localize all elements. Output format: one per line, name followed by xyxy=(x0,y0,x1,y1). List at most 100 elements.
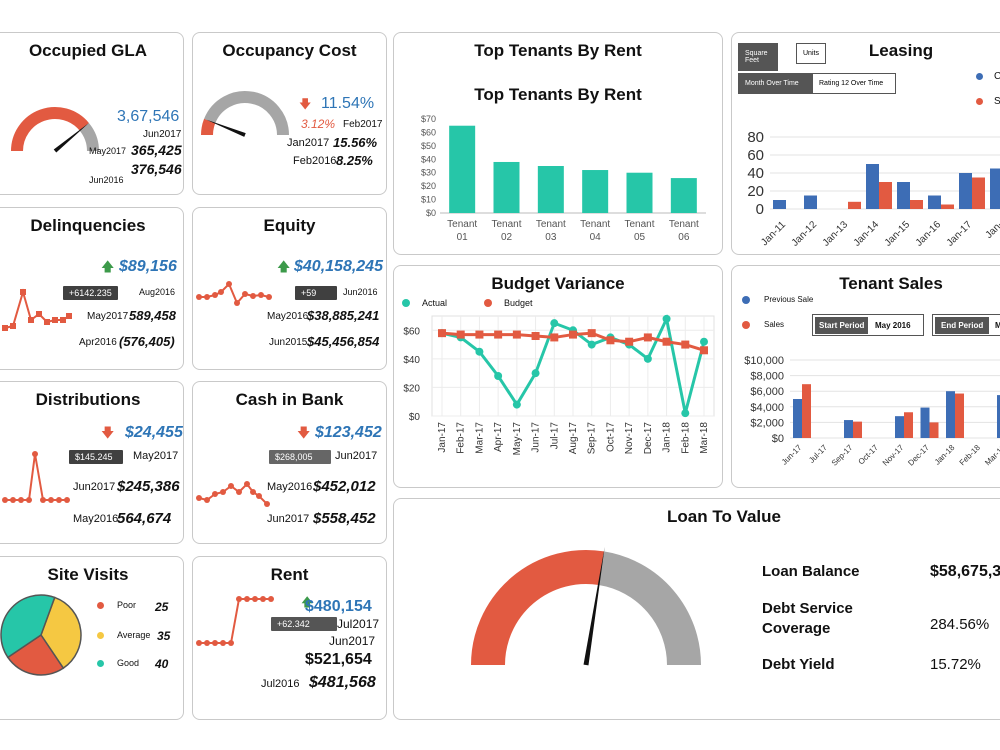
bar xyxy=(955,393,964,438)
cash-in-bank-sparkline xyxy=(196,481,270,507)
bar xyxy=(928,195,941,209)
occupied-gla-card: Occupied GLA 3,67,546 Jun2017 Jun2016 Ma… xyxy=(0,32,184,195)
x-tick-label: Tenant xyxy=(580,219,610,230)
x-tick-label: Feb-18 xyxy=(958,443,983,468)
actual-point xyxy=(700,337,708,346)
y-tick-label: $8,000 xyxy=(750,371,784,383)
rent-sub: Jun2017 xyxy=(329,634,376,648)
bar xyxy=(853,421,862,438)
distributions-row1-label: Jun2017 xyxy=(73,481,116,493)
occupied-gla-row2-value: 376,546 xyxy=(131,161,182,177)
occupied-gla-sub: Jun2017 xyxy=(143,129,182,140)
sparkline-point xyxy=(196,294,202,300)
bar xyxy=(997,395,1000,438)
y-tick-label: $40 xyxy=(421,154,436,164)
y-tick-label: $4,000 xyxy=(750,402,784,414)
bar xyxy=(582,170,609,213)
sparkline-point xyxy=(66,313,72,319)
legend-marker xyxy=(484,299,492,307)
delinquencies-row1-label: May2017 xyxy=(87,311,129,322)
occupied-gla-row2-label: Jun2016 xyxy=(89,175,124,185)
budget-variance-card: Budget Variance Actual Budget $0 $20 $40 $6… xyxy=(393,265,723,488)
pie-slice xyxy=(6,633,65,676)
rent-row2-label: Jul2016 xyxy=(261,678,300,690)
top-tenants-chart: $0 $10 $20 $30 $40 $50 $60 $70 Tenant 01 Tenant 02 T… xyxy=(421,114,706,243)
bar xyxy=(897,182,910,209)
x-tick-label: Jun-17 xyxy=(531,422,542,453)
bar xyxy=(537,166,564,213)
x-tick-label: Jun-17 xyxy=(780,443,804,467)
loan-to-value-title: Loan To Value xyxy=(667,507,781,526)
end-period-picker[interactable]: End Period M xyxy=(932,314,1000,336)
distributions-tag-label: May2017 xyxy=(133,450,179,462)
distributions-tag: $145.245 xyxy=(69,450,123,464)
bar xyxy=(895,416,904,438)
budget-point xyxy=(681,340,690,349)
sparkline-path xyxy=(199,282,270,305)
sparkline-path xyxy=(5,453,67,501)
delinquencies-card: Delinquencies 🡅 $89,156 +6142.235 Aug201… xyxy=(0,207,184,370)
budget-point xyxy=(569,330,577,339)
bar xyxy=(946,391,955,438)
budget-point xyxy=(475,330,484,339)
rent-value: $480,154 xyxy=(305,598,372,615)
actual-point xyxy=(662,314,671,323)
rent-row1-value: $521,654 xyxy=(305,651,372,668)
x-tick-label: Dec-17 xyxy=(643,422,654,455)
delinquencies-tag: +6142.235 xyxy=(63,286,118,300)
bar xyxy=(879,182,892,209)
bar xyxy=(793,399,802,438)
y-tick-label: 40 xyxy=(747,165,764,182)
legend-marker xyxy=(742,296,750,304)
x-tick-label: Tenant xyxy=(536,219,566,230)
occupancy-cost-change: 3.12% xyxy=(301,117,336,131)
top-tenants-chart-title: Top Tenants By Rent xyxy=(474,85,642,104)
sparkline-path xyxy=(198,482,268,505)
actual-point xyxy=(550,319,559,328)
budget-point xyxy=(438,329,446,338)
y-tick-label: $20 xyxy=(403,383,420,394)
x-tick-label: Jul-17 xyxy=(807,443,829,465)
gauge-rest-arc xyxy=(598,551,701,666)
bar xyxy=(929,422,939,438)
tenant-sales-card: Tenant Sales Previous Sale Sales Start P… xyxy=(731,265,1000,488)
x-tick-label: 06 xyxy=(678,232,690,243)
sparkline-point xyxy=(212,292,218,298)
bar xyxy=(804,195,817,209)
sparkline-point xyxy=(10,497,16,503)
actual-point xyxy=(494,372,503,380)
x-tick-label: Jul-17 xyxy=(549,422,560,450)
delinquencies-value: $89,156 xyxy=(119,258,177,275)
bar xyxy=(920,407,930,438)
square-feet-button[interactable]: Square Feet xyxy=(738,43,778,71)
start-period-picker[interactable]: Start Period May 2016 xyxy=(812,314,924,336)
occupancy-cost-row1-value: 15.56% xyxy=(333,135,378,150)
x-tick-label: Mar-18 xyxy=(699,422,710,454)
bar xyxy=(449,125,476,213)
budget-point xyxy=(625,337,634,346)
occupied-gla-row1-value: 365,425 xyxy=(131,142,182,158)
leasing-legend-1: C xyxy=(994,71,1000,82)
budget-point xyxy=(662,337,671,346)
sparkline-point xyxy=(204,640,210,646)
month-over-time-button[interactable]: Month Over Time xyxy=(738,73,812,94)
rating-over-time-button[interactable]: Rating 12 Over Time xyxy=(812,73,896,94)
x-tick-label: Jan-12 xyxy=(790,219,820,249)
gauge-rest-arc xyxy=(79,122,99,152)
x-tick-label: Nov-17 xyxy=(881,443,906,468)
gauge-fill-arc xyxy=(471,550,604,666)
sparkline-point xyxy=(196,640,202,646)
gauge-fill-arc xyxy=(11,107,89,152)
y-tick-label: $10,000 xyxy=(744,355,784,367)
equity-row2-label: Jun2015 xyxy=(269,337,308,348)
sparkline-point xyxy=(220,640,226,646)
units-button[interactable]: Units xyxy=(796,43,826,64)
x-tick-label: Mar-18 xyxy=(983,443,1000,468)
delinquencies-row1-value: 589,458 xyxy=(129,308,176,323)
budget-point xyxy=(606,336,615,345)
sparkline-point xyxy=(26,497,32,503)
legend-actual: Actual xyxy=(422,298,448,308)
tenant-sales-title: Tenant Sales xyxy=(839,274,943,293)
pie-slice xyxy=(0,594,56,659)
legend-marker xyxy=(976,73,983,80)
